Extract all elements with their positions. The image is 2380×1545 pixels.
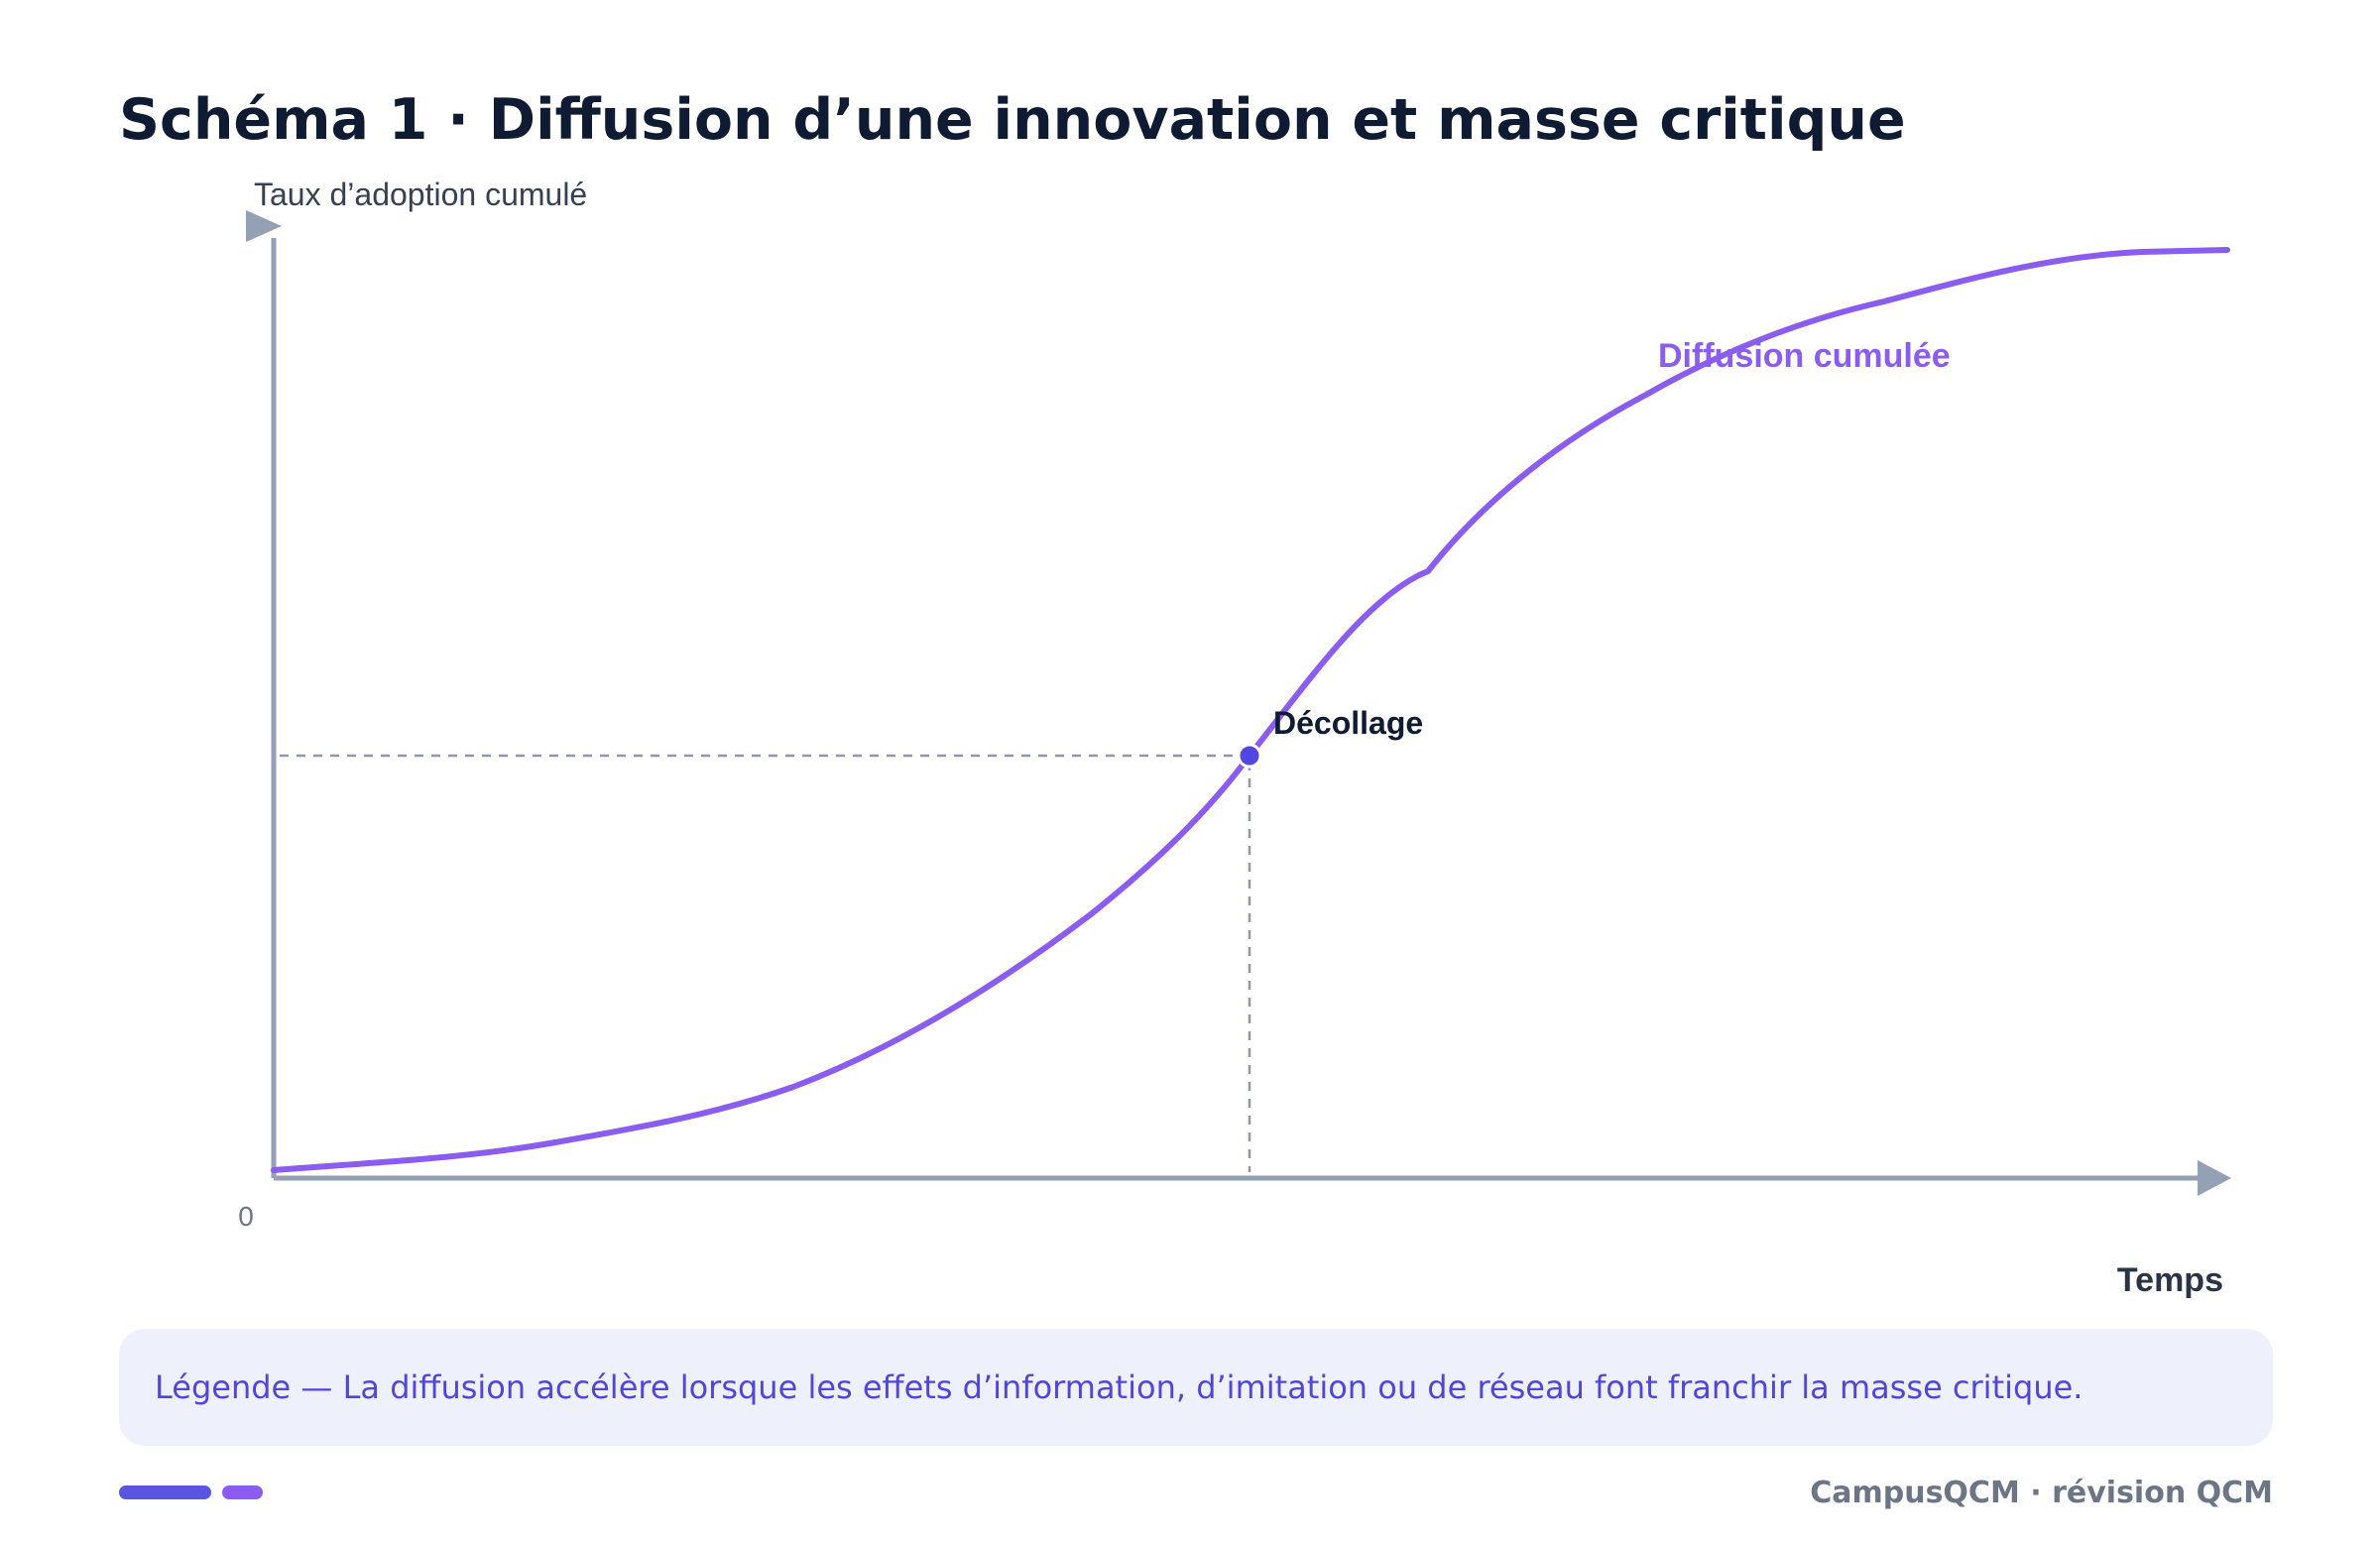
y-axis-label: Taux d’adoption cumulé: [254, 177, 587, 212]
takeoff-label: Décollage: [1273, 705, 1423, 741]
curve-label: Diffusion cumulée: [1658, 337, 1951, 375]
x-axis-arrow: [2198, 1160, 2231, 1196]
takeoff-point: [1237, 743, 1262, 769]
x-axis-label: Temps: [2117, 1261, 2223, 1299]
page-title: Schéma 1 · Diffusion d’une innovation et…: [119, 87, 1906, 153]
legend-text: Légende — La diffusion accélère lorsque …: [155, 1368, 2083, 1406]
y-axis-arrow: [246, 210, 282, 242]
footer-bar-indigo: [119, 1486, 211, 1499]
origin-label: 0: [238, 1201, 254, 1232]
legend-box: Légende — La diffusion accélère lorsque …: [119, 1329, 2273, 1446]
footer-credit: CampusQCM · révision QCM: [1810, 1476, 2273, 1510]
footer-bar-violet: [222, 1486, 263, 1499]
